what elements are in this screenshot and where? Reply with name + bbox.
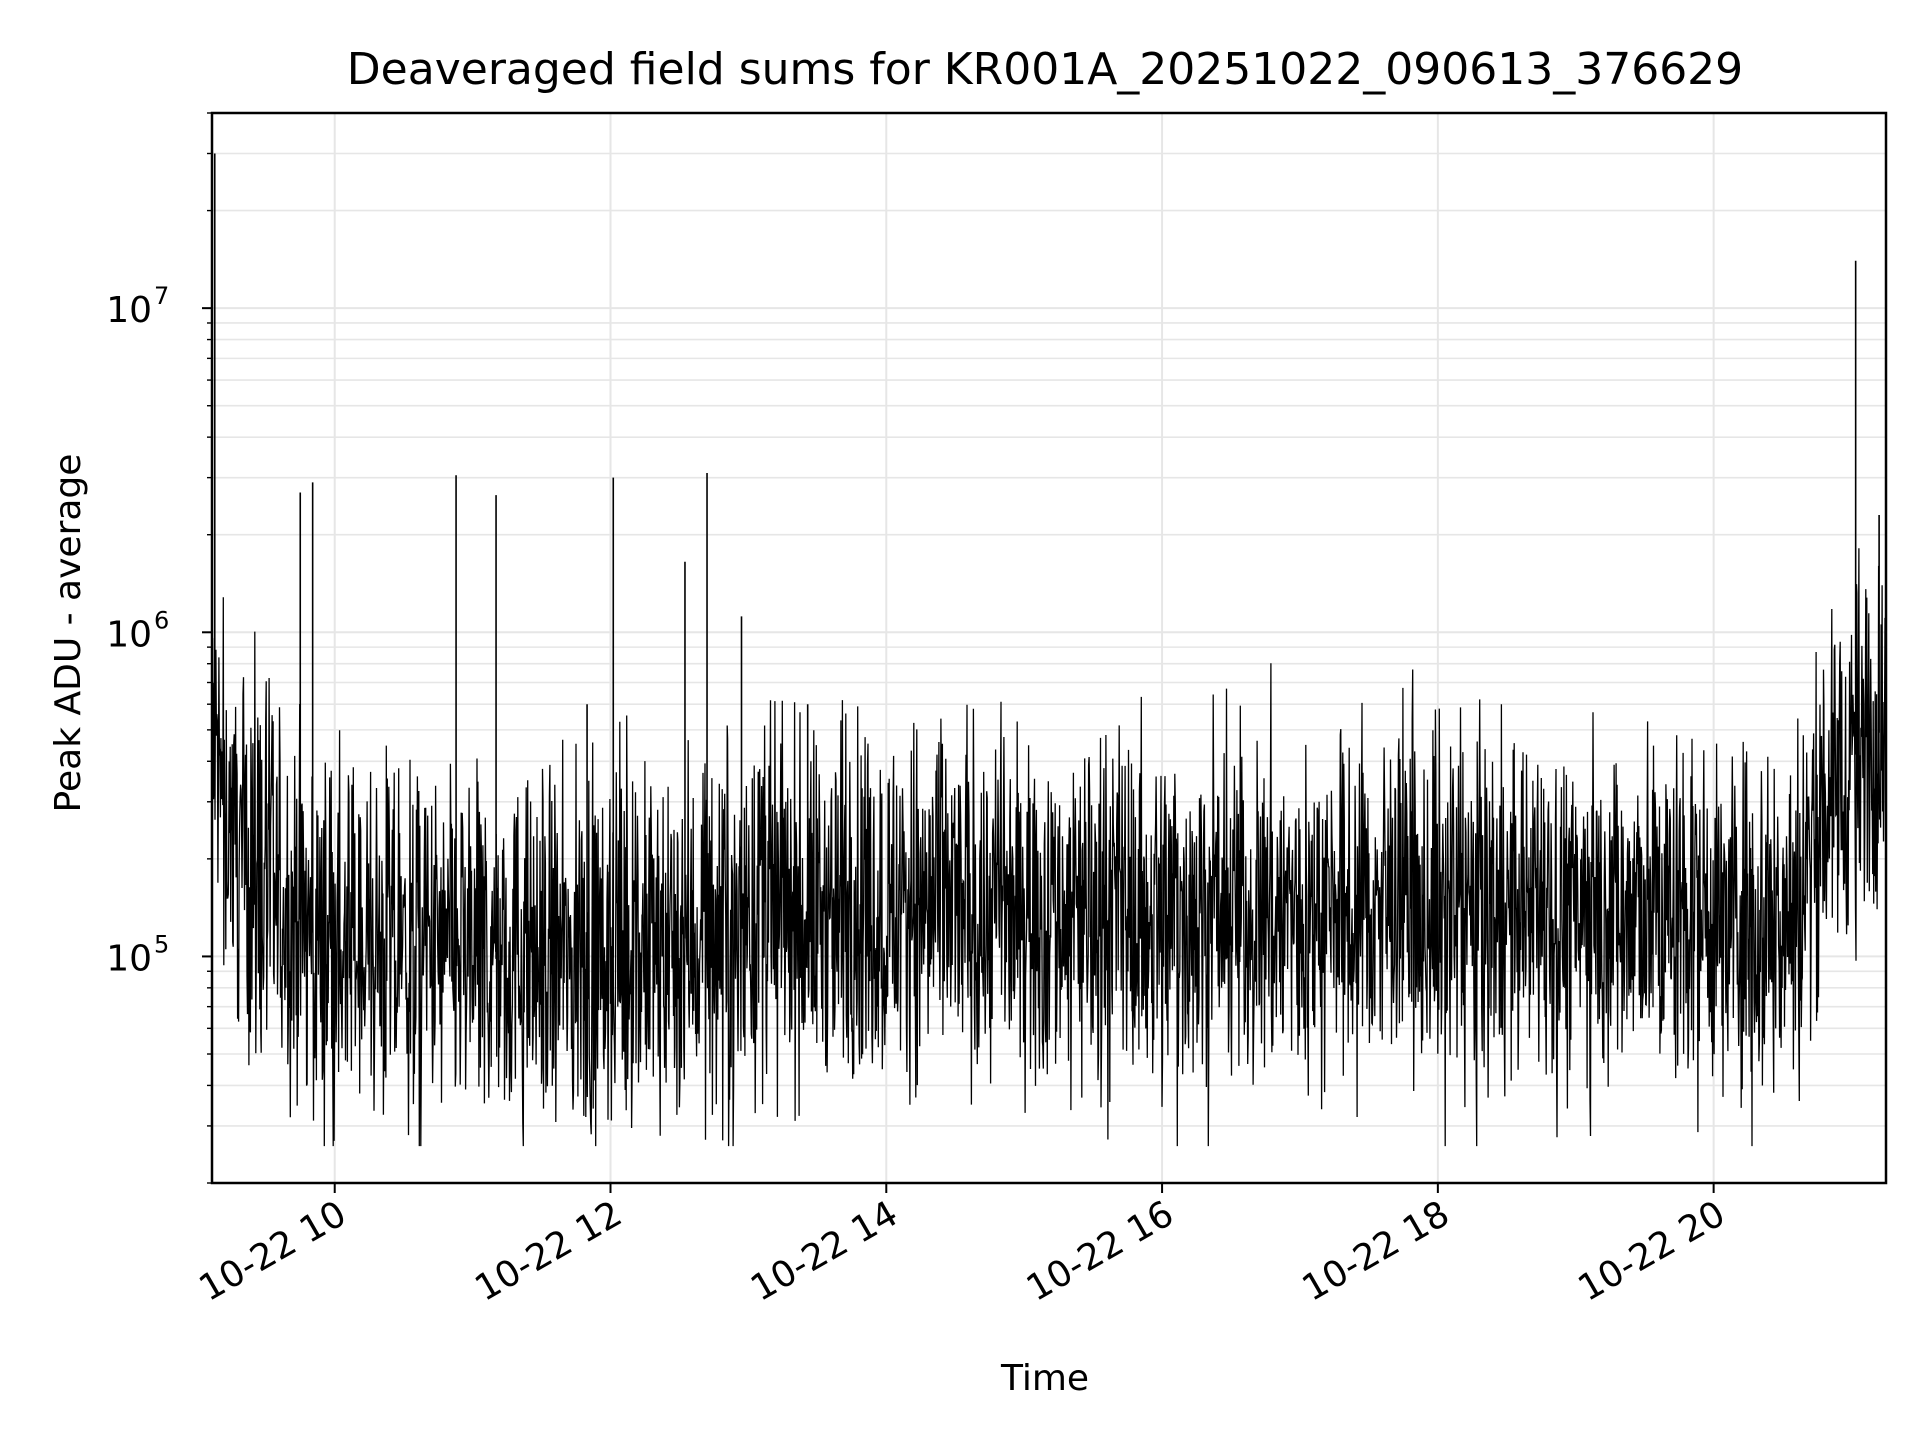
y-tick-label: 10 <box>106 938 152 979</box>
y-tick-label-exponent: 6 <box>154 606 169 634</box>
series-group <box>211 153 1887 1147</box>
y-tick-label: 10 <box>106 290 152 331</box>
y-axis-label: Peak ADU - average <box>48 454 89 813</box>
x-axis-label: Time <box>1000 1358 1089 1399</box>
y-tick-label-exponent: 5 <box>154 930 169 958</box>
y-tick-label: 10 <box>106 614 152 655</box>
plot-frame <box>210 111 1888 1185</box>
chart-title: Deaveraged field sums for KR001A_2025102… <box>347 44 1743 95</box>
y-tick-label-exponent: 7 <box>154 282 169 310</box>
series-line <box>211 548 1887 1147</box>
